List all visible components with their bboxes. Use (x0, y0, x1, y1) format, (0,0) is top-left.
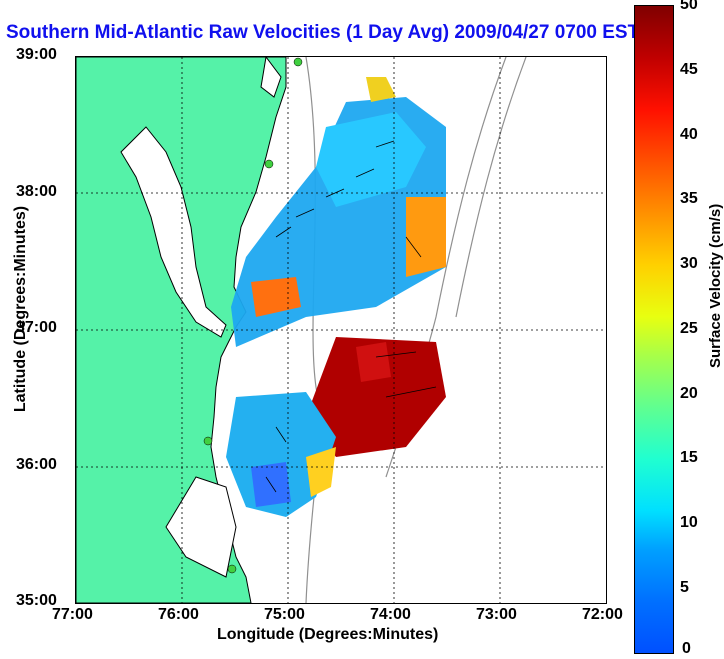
colorbar (634, 5, 674, 654)
velocity-field-north (231, 77, 446, 347)
colorbar-label: Surface Velocity (cm/s) (707, 203, 724, 368)
x-tick: 77:00 (52, 606, 93, 623)
velocity-field-south (226, 337, 446, 517)
y-tick: 36:00 (16, 456, 57, 473)
station-marker (293, 57, 303, 67)
x-tick: 74:00 (370, 606, 411, 623)
y-axis-label: Latitude (Degrees:Minutes) (12, 205, 30, 413)
y-tick: 35:00 (16, 592, 57, 609)
map-title: Southern Mid-Atlantic Raw Velocities (1 … (6, 22, 640, 43)
map-canvas (76, 57, 606, 603)
x-tick: 72:00 (582, 606, 623, 623)
delaware-bay (260, 57, 282, 98)
station-marker (227, 564, 237, 574)
velocity-map[interactable] (75, 56, 607, 604)
colorbar-tick: 25 (680, 320, 698, 337)
colorbar-tick: 10 (680, 514, 698, 531)
x-tick: 75:00 (264, 606, 305, 623)
y-tick: 38:00 (16, 183, 57, 200)
colorbar-tick: 5 (680, 579, 689, 596)
colorbar-tick: 0 (682, 640, 691, 657)
colorbar-tick: 35 (680, 190, 698, 207)
map-grid (76, 57, 606, 603)
colorbar-tick: 20 (680, 385, 698, 402)
colorbar-tick: 50 (680, 0, 698, 13)
x-axis-label: Longitude (Degrees:Minutes) (217, 626, 439, 643)
x-tick: 73:00 (476, 606, 517, 623)
y-tick: 37:00 (16, 319, 57, 336)
chesapeake-bay (120, 126, 227, 338)
colorbar-tick: 15 (680, 449, 698, 466)
station-marker (203, 436, 213, 446)
colorbar-tick: 30 (680, 255, 698, 272)
colorbar-tick: 45 (680, 61, 698, 78)
colorbar-tick: 40 (680, 126, 698, 143)
x-tick: 76:00 (158, 606, 199, 623)
y-tick: 39:00 (16, 46, 57, 63)
station-marker (264, 159, 274, 169)
pamlico-sound (165, 476, 237, 578)
